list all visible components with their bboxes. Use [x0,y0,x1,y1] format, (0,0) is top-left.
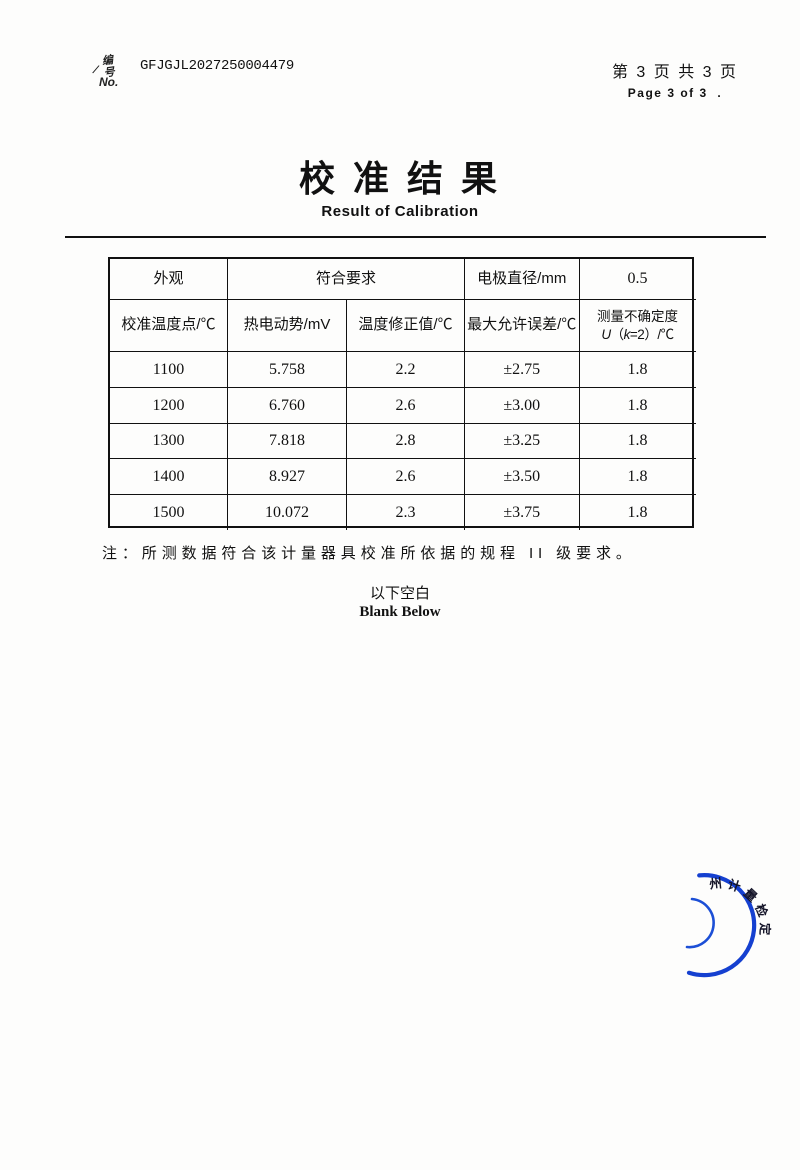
svg-text:州 计 量 检 定: 州 计 量 检 定 [708,876,773,936]
